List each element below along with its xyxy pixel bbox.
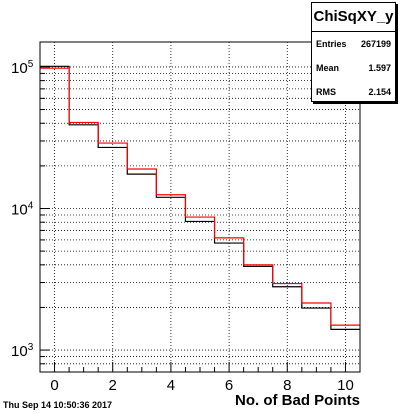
stats-title: ChiSqXY_y xyxy=(312,3,395,32)
grid-layer xyxy=(40,42,360,373)
stats-label: Entries xyxy=(316,39,347,49)
stats-value: 2.154 xyxy=(368,87,391,97)
x-tick-label: 8 xyxy=(283,377,291,394)
stats-value: 267199 xyxy=(360,39,391,49)
stats-row-rms: RMS 2.154 xyxy=(312,80,395,104)
stats-label: Mean xyxy=(316,63,340,73)
tick-layer: 0 2 4 6 8 10 105 104 103 xyxy=(11,59,361,394)
stats-box: ChiSqXY_y Entries 267199 Mean 1.597 RMS … xyxy=(311,2,396,102)
x-tick-label: 10 xyxy=(337,377,354,394)
x-tick-label: 0 xyxy=(50,377,58,394)
stats-value: 1.597 xyxy=(368,63,391,73)
stats-row-entries: Entries 267199 xyxy=(312,32,395,56)
x-axis-label: No. of Bad Points xyxy=(235,392,360,409)
x-tick-label: 6 xyxy=(225,377,233,394)
y-tick-label: 105 xyxy=(11,59,34,77)
series-layer xyxy=(40,65,360,330)
x-tick-label: 2 xyxy=(109,377,117,394)
y-tick-label: 103 xyxy=(11,342,34,360)
stats-row-mean: Mean 1.597 xyxy=(312,56,395,80)
histogram-red-series xyxy=(40,67,360,326)
timestamp-footer: Thu Sep 14 10:50:36 2017 xyxy=(3,400,113,410)
histogram-black-series xyxy=(40,65,360,330)
stats-label: RMS xyxy=(316,87,336,97)
y-tick-label: 104 xyxy=(11,200,34,218)
x-tick-label: 4 xyxy=(167,377,175,394)
